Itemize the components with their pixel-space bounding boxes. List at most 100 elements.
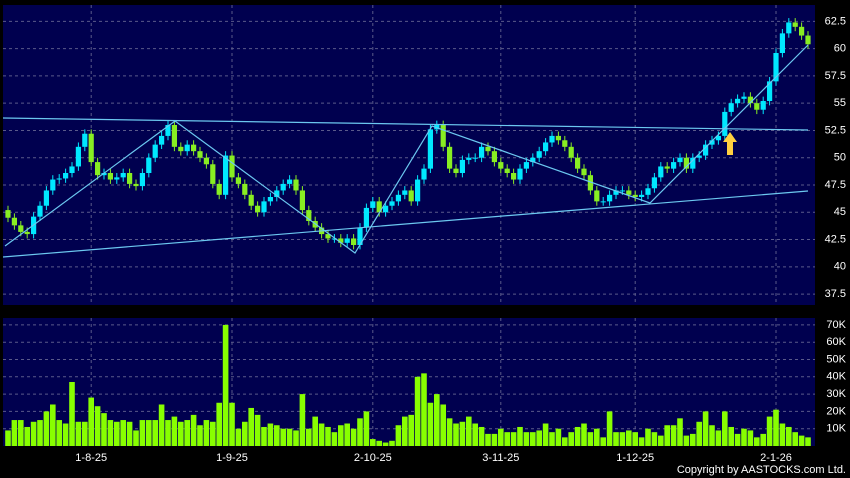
candle-body bbox=[82, 133, 88, 147]
candle-body bbox=[107, 173, 113, 180]
volume-bar bbox=[331, 432, 338, 446]
volume-bar bbox=[18, 420, 24, 446]
candle-body bbox=[287, 179, 293, 184]
candle-body bbox=[491, 151, 497, 163]
candle-body bbox=[517, 168, 523, 180]
x-tick-label: 1-8-25 bbox=[75, 452, 107, 464]
candle-body bbox=[530, 157, 536, 163]
candle-body bbox=[325, 234, 331, 239]
candle-body bbox=[146, 157, 152, 173]
candle-body bbox=[152, 144, 158, 158]
candle-body bbox=[63, 173, 69, 179]
x-tick-label: 1-9-25 bbox=[216, 452, 248, 464]
candle-body bbox=[786, 22, 792, 34]
volume-bar bbox=[606, 411, 613, 446]
volume-bar bbox=[101, 413, 107, 446]
volume-bar bbox=[562, 437, 568, 446]
volume-bar bbox=[293, 430, 299, 446]
volume-bar bbox=[459, 421, 466, 446]
y2-tick-label: 20K bbox=[826, 405, 846, 417]
candle-body bbox=[306, 210, 312, 221]
volume-bar bbox=[75, 421, 82, 446]
volume-bar bbox=[24, 426, 30, 446]
volume-bar bbox=[197, 425, 203, 446]
candle-body bbox=[504, 168, 510, 173]
y-tick-label: 37.5 bbox=[825, 288, 846, 300]
volume-bar bbox=[466, 416, 472, 446]
y-tick-label: 62.5 bbox=[825, 15, 846, 27]
volume-bar bbox=[248, 407, 254, 446]
volume-bar bbox=[453, 423, 459, 446]
candle-body bbox=[229, 155, 235, 178]
candle-body bbox=[626, 190, 632, 195]
volume-bar bbox=[670, 425, 677, 446]
candle-body bbox=[114, 177, 120, 180]
candle-body bbox=[632, 194, 638, 197]
candle-body bbox=[88, 133, 94, 163]
candle-body bbox=[75, 146, 81, 167]
candle-body bbox=[549, 135, 555, 143]
candle-body bbox=[267, 197, 273, 202]
volume-bar bbox=[318, 423, 325, 446]
candle-body bbox=[607, 194, 613, 202]
volume-bar bbox=[306, 428, 312, 446]
volume-bar bbox=[555, 428, 562, 446]
volume-bar bbox=[600, 437, 606, 446]
volume-bar bbox=[114, 421, 120, 446]
candle-body bbox=[376, 201, 382, 213]
candle-body bbox=[293, 179, 299, 191]
volume-bar bbox=[747, 430, 754, 446]
volume-bar bbox=[779, 423, 786, 446]
volume-bar bbox=[267, 423, 274, 446]
resistance-line bbox=[2, 117, 809, 131]
volume-bar bbox=[510, 432, 517, 446]
candle-body bbox=[299, 190, 305, 211]
y2-tick-label: 50K bbox=[826, 353, 846, 365]
volume-bar bbox=[62, 423, 69, 446]
volume-bar bbox=[88, 397, 94, 446]
volume-bar bbox=[485, 433, 491, 446]
volume-bar bbox=[581, 423, 587, 446]
candle-body bbox=[792, 22, 798, 27]
volume-bar bbox=[274, 425, 280, 446]
candle-body bbox=[18, 225, 24, 232]
volume-bar bbox=[395, 425, 402, 446]
volume-bar bbox=[664, 425, 670, 446]
volume-bar bbox=[82, 421, 88, 446]
candle-body bbox=[575, 157, 581, 169]
volume-bar bbox=[254, 414, 261, 446]
candle-body bbox=[555, 135, 561, 141]
candle-body bbox=[261, 201, 267, 213]
up-arrow bbox=[723, 132, 737, 155]
candle-body bbox=[645, 188, 651, 195]
candle-body bbox=[242, 183, 248, 195]
candle-body bbox=[223, 155, 229, 195]
candle-body bbox=[415, 179, 421, 202]
candle-body bbox=[568, 146, 574, 158]
candle-body bbox=[536, 151, 542, 158]
candle-body bbox=[95, 162, 101, 176]
volume-bar bbox=[523, 432, 530, 446]
volume-bar bbox=[728, 426, 734, 446]
y-tick-label: 47.5 bbox=[825, 179, 846, 191]
y-tick-label: 55 bbox=[834, 97, 846, 109]
candle-body bbox=[715, 135, 721, 141]
x-tick-label: 2-1-26 bbox=[760, 452, 792, 464]
volume-bar bbox=[760, 433, 766, 446]
volume-bar bbox=[171, 416, 178, 446]
candle-body bbox=[600, 201, 606, 203]
volume-bar bbox=[536, 430, 542, 446]
volume-bar bbox=[408, 414, 414, 446]
candle-body bbox=[472, 157, 478, 159]
volume-bar bbox=[190, 414, 197, 446]
volume-bar bbox=[56, 420, 62, 446]
volume-bar bbox=[357, 418, 363, 446]
volume-bar bbox=[613, 432, 619, 446]
candle-body bbox=[779, 33, 785, 53]
candle-body bbox=[728, 103, 734, 112]
candle-body bbox=[619, 190, 625, 192]
volume-bar bbox=[286, 428, 293, 446]
candle-body bbox=[427, 129, 433, 169]
volume-bar bbox=[472, 423, 478, 446]
volume-bar bbox=[722, 411, 728, 446]
